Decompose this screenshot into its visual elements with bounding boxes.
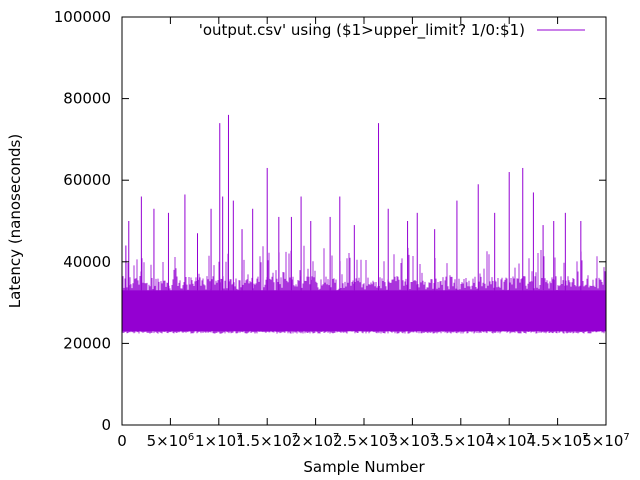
x-tick-label: 5×106	[147, 432, 195, 450]
y-axis-label: Latency (nanoseconds)	[6, 134, 24, 308]
y-tick-label: 80000	[63, 90, 111, 108]
x-axis-label: Sample Number	[303, 458, 425, 476]
axis-ticks: 0 20000 40000 60000 80000 100000 0 5×106 1×1071.…	[54, 8, 630, 450]
x-tick-label: 3.5×107	[430, 432, 492, 450]
legend: 'output.csv' using ($1>upper_limit? 1/0:…	[199, 21, 585, 40]
y-tick-label: 20000	[63, 334, 111, 352]
x-tick-label: 3×107	[389, 432, 437, 450]
x-tick-label: 4.5×107	[527, 432, 589, 450]
x-tick-label: 2×107	[292, 432, 340, 450]
series-layer	[121, 114, 607, 334]
x-tick-label: 1.5×107	[236, 432, 298, 450]
x-tick-label: 4×107	[485, 432, 533, 450]
x-tick-label: 2.5×107	[333, 432, 395, 450]
x-tick-label: 0	[117, 432, 127, 450]
y-tick-label: 100000	[54, 8, 111, 26]
y-tick-label: 40000	[63, 253, 111, 271]
y-tick-label: 60000	[63, 171, 111, 189]
legend-label: 'output.csv' using ($1>upper_limit? 1/0:…	[199, 21, 525, 40]
x-tick-label: 5×107	[582, 432, 630, 450]
y-tick-label: 0	[101, 416, 111, 434]
x-tick-label: 1×107	[195, 432, 243, 450]
